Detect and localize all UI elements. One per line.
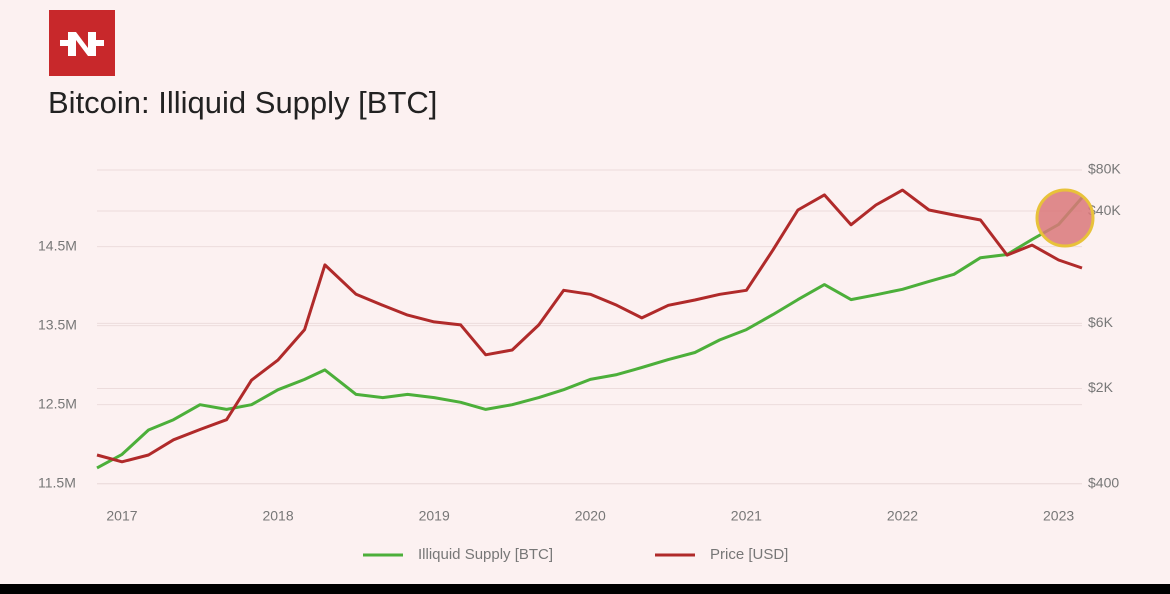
y2-tick-label: $2K [1088,379,1114,395]
y2-tick-label: $40K [1088,202,1121,218]
x-tick-label: 2017 [106,508,137,524]
y-tick-label: 12.5M [38,395,77,411]
y2-tick-label: $400 [1088,474,1119,490]
legend-label: Illiquid Supply [BTC] [418,546,553,563]
series-line [96,196,1084,470]
highlight-circle [1035,188,1095,248]
y2-tick-label: $6K [1088,314,1114,330]
x-tick-label: 2018 [262,508,293,524]
legend-label: Price [USD] [710,546,788,563]
series-line [96,188,1083,464]
x-tick-label: 2022 [887,508,918,524]
x-tick-label: 2021 [731,508,762,524]
logo [49,10,115,76]
chart-title: Bitcoin: Illiquid Supply [BTC] [48,85,437,120]
y-tick-label: 13.5M [38,316,77,332]
bottom-bar [0,584,1170,594]
x-tick-label: 2020 [575,508,606,524]
y-tick-label: 14.5M [38,237,77,253]
y-tick-label: 11.5M [38,474,76,490]
x-tick-label: 2019 [419,508,450,524]
x-tick-label: 2023 [1043,508,1074,524]
y2-tick-label: $80K [1088,161,1121,177]
